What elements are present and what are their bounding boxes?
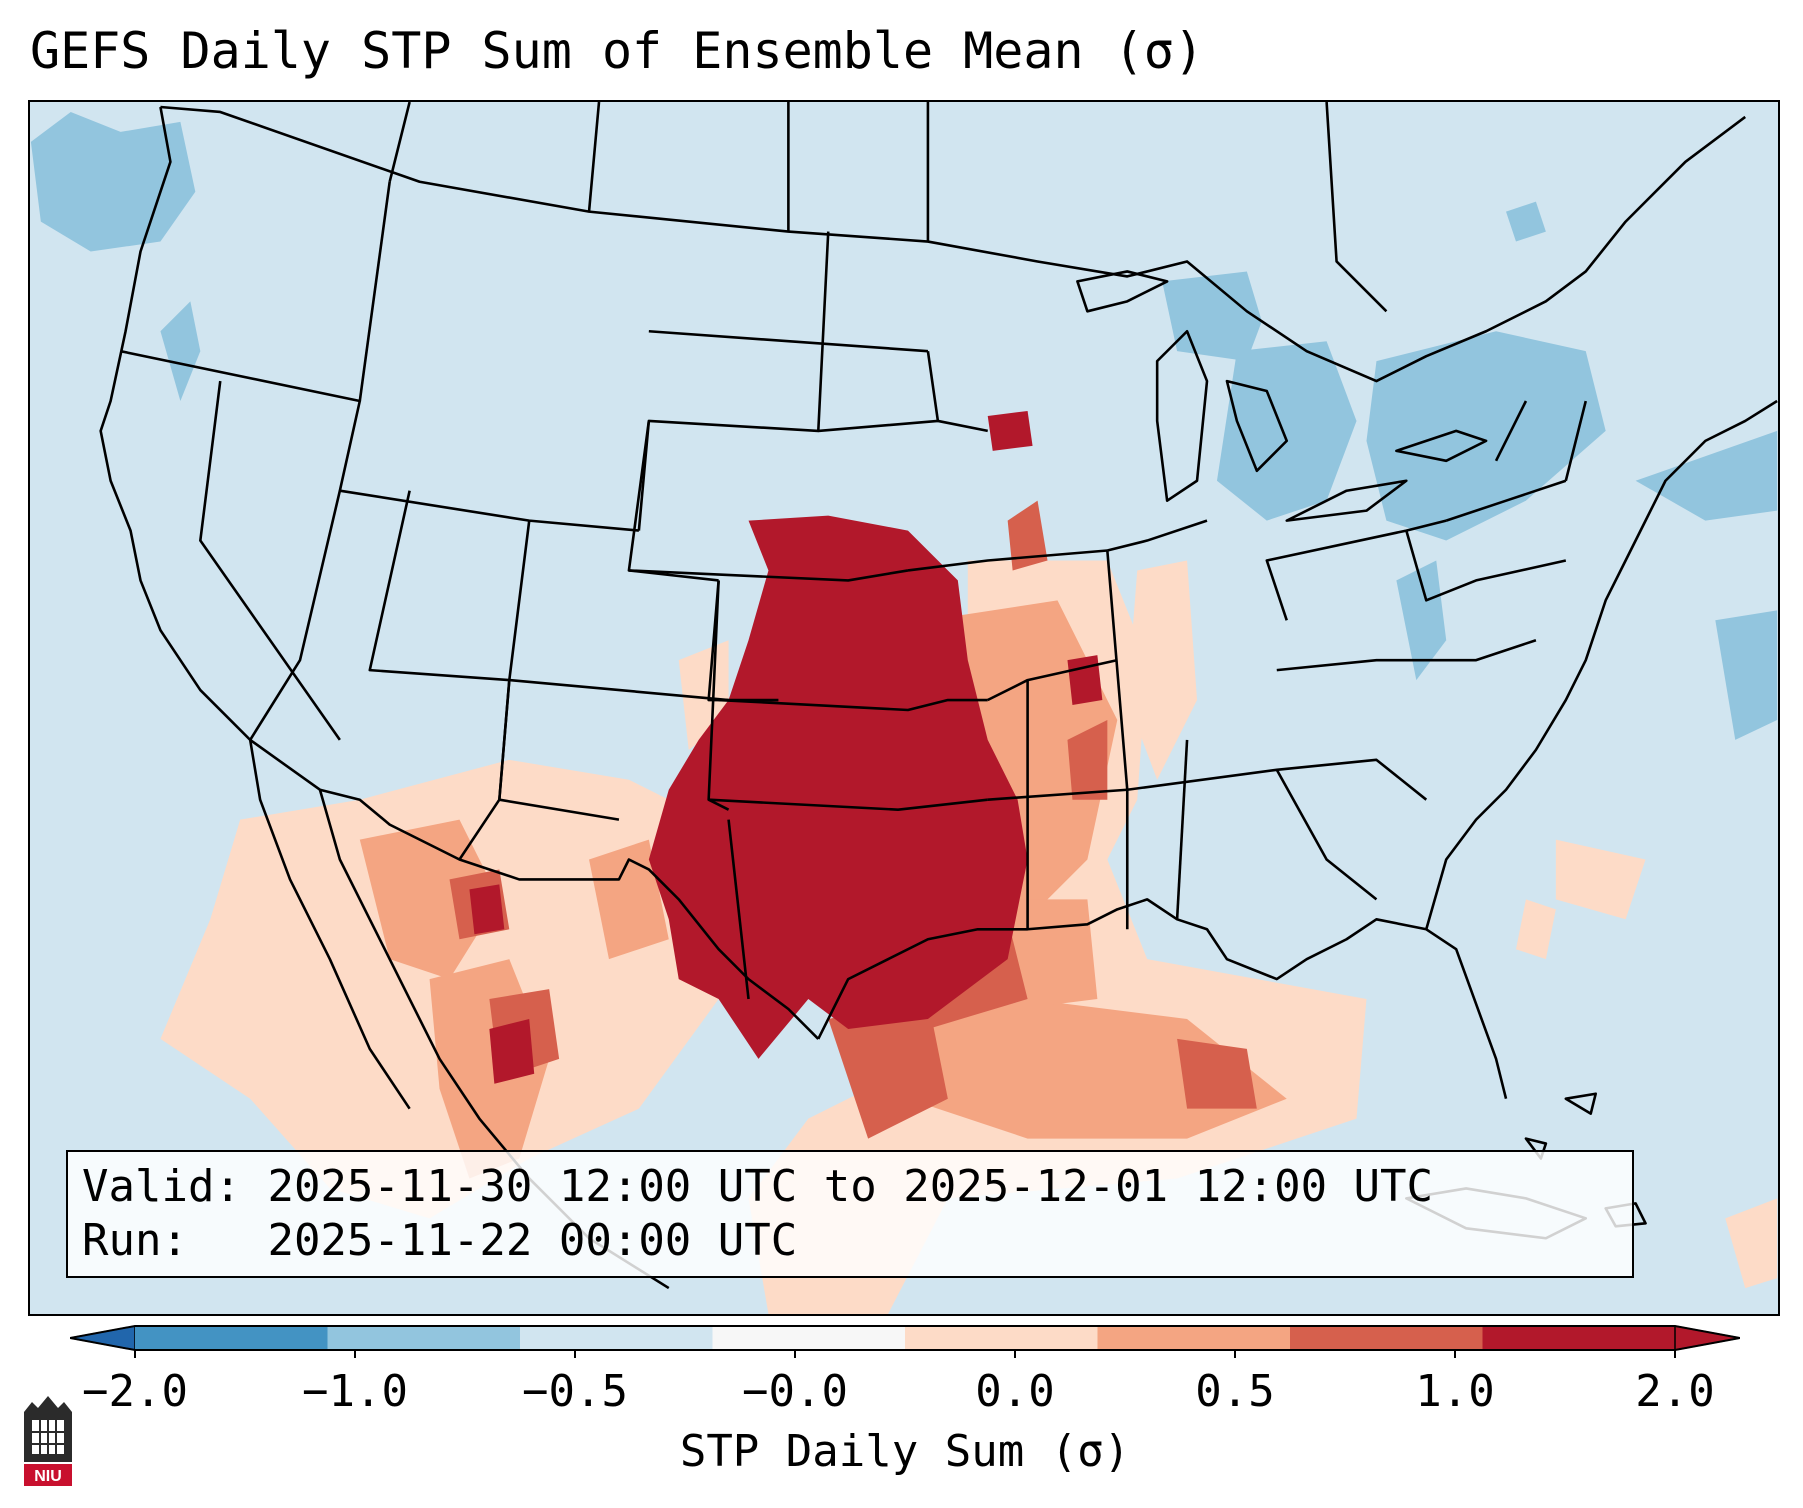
colorbar-segment [712,1326,906,1350]
colorbar-tick-label: 2.0 [1635,1366,1715,1417]
colorbar-segment [327,1326,521,1350]
colorbar-tick-label: −1.0 [302,1366,408,1417]
colorbar-segment [135,1326,328,1350]
colorbar-extend-high [1674,1325,1740,1351]
run-label: Run: [82,1215,188,1266]
colorbar-segment [1482,1326,1676,1350]
colorbar-tick-label: −0.5 [522,1366,628,1417]
valid-label: Valid: [82,1161,241,1212]
colorbar-label: STP Daily Sum (σ) [679,1426,1131,1477]
page-title: GEFS Daily STP Sum of Ensemble Mean (σ) [30,22,1204,80]
colorbar-segment [1097,1326,1291,1350]
colorbar-tick-label: 0.0 [975,1366,1055,1417]
colorbar-segment [905,1326,1098,1350]
colorbar-extend-low [70,1325,136,1351]
stp-map [30,102,1778,1314]
colorbar-segment [520,1326,713,1350]
political-boundaries [99,102,1778,1290]
extreme-positive-fill [469,410,1103,1084]
colorbar-bar [70,1325,1740,1358]
logo-text: NIU [34,1468,62,1485]
colorbar-tick-label: −0.0 [742,1366,848,1417]
niu-logo-icon: NIU [24,1396,72,1486]
map-panel[interactable] [28,100,1780,1316]
valid-value: 2025-11-30 12:00 UTC to 2025-12-01 12:00… [267,1161,1434,1212]
run-value: 2025-11-22 00:00 UTC [267,1215,798,1266]
colorbar-tick-label: −2.0 [82,1366,188,1417]
colorbar-tick-label: 1.0 [1415,1366,1495,1417]
valid-run-info-box: Valid: 2025-11-30 12:00 UTC to 2025-12-0… [66,1150,1634,1278]
colorbar-tick-label: 0.5 [1195,1366,1275,1417]
colorbar: −2.0 −1.0 −0.5 −0.0 0.0 0.5 1.0 2.0 STP Daily S… [70,1318,1740,1508]
colorbar-segment [1290,1326,1483,1350]
